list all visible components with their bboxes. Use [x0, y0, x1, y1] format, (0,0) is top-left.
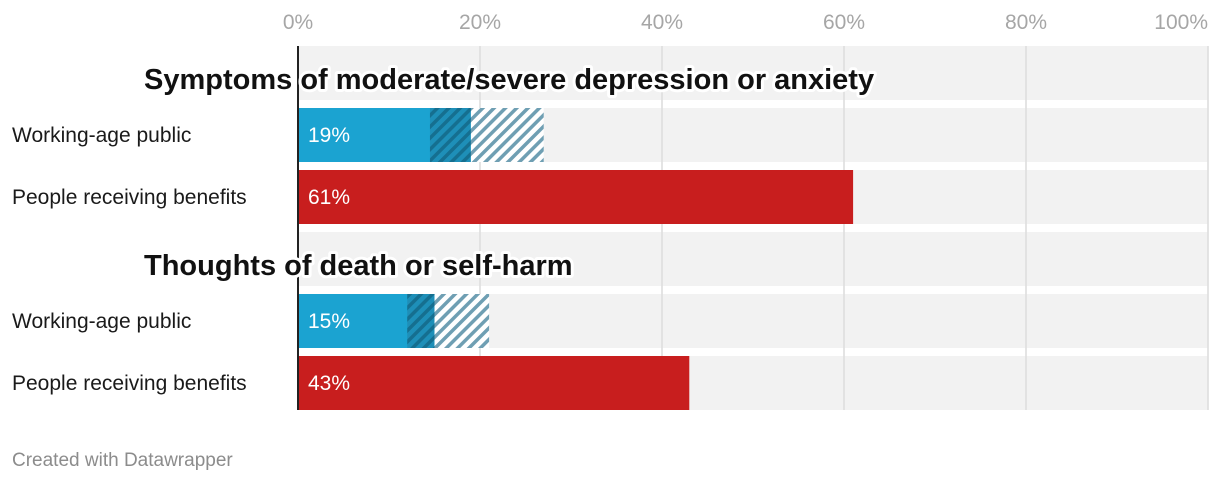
bar-value-label: 43% — [308, 372, 350, 395]
bar-value-label: 19% — [308, 124, 350, 147]
group-title: Thoughts of death or self-harm — [144, 250, 573, 282]
x-tick-label: 60% — [823, 11, 865, 34]
bars — [298, 108, 854, 410]
range-overlap-hatch — [407, 294, 435, 348]
x-tick-label: 80% — [1005, 11, 1047, 34]
row-label: Working-age public — [12, 124, 191, 147]
range-hatch — [434, 294, 490, 348]
x-tick-label: 0% — [283, 11, 313, 34]
title-band-track — [298, 46, 1208, 100]
bar — [298, 170, 854, 224]
gridlines — [479, 46, 1209, 410]
bar-value-label: 15% — [308, 310, 350, 333]
bar — [298, 356, 690, 410]
group-title: Symptoms of moderate/severe depression o… — [144, 64, 874, 96]
footer-credit: Created with Datawrapper — [12, 450, 233, 471]
labels: Symptoms of moderate/severe depression o… — [12, 61, 877, 395]
row-label: Working-age public — [12, 310, 191, 333]
row-label: People receiving benefits — [12, 186, 247, 209]
row-label: People receiving benefits — [12, 372, 247, 395]
bar-value-label: 61% — [308, 186, 350, 209]
title-band-track — [298, 232, 1208, 286]
x-axis-ticks: 0% 20% 40% 60% 80% 100% — [283, 11, 1208, 34]
range-hatch — [470, 108, 544, 162]
x-tick-label: 40% — [641, 11, 683, 34]
x-tick-label: 100% — [1154, 11, 1208, 34]
bar-tracks — [298, 46, 1208, 410]
range-overlap-hatch — [429, 108, 471, 162]
x-tick-label: 20% — [459, 11, 501, 34]
